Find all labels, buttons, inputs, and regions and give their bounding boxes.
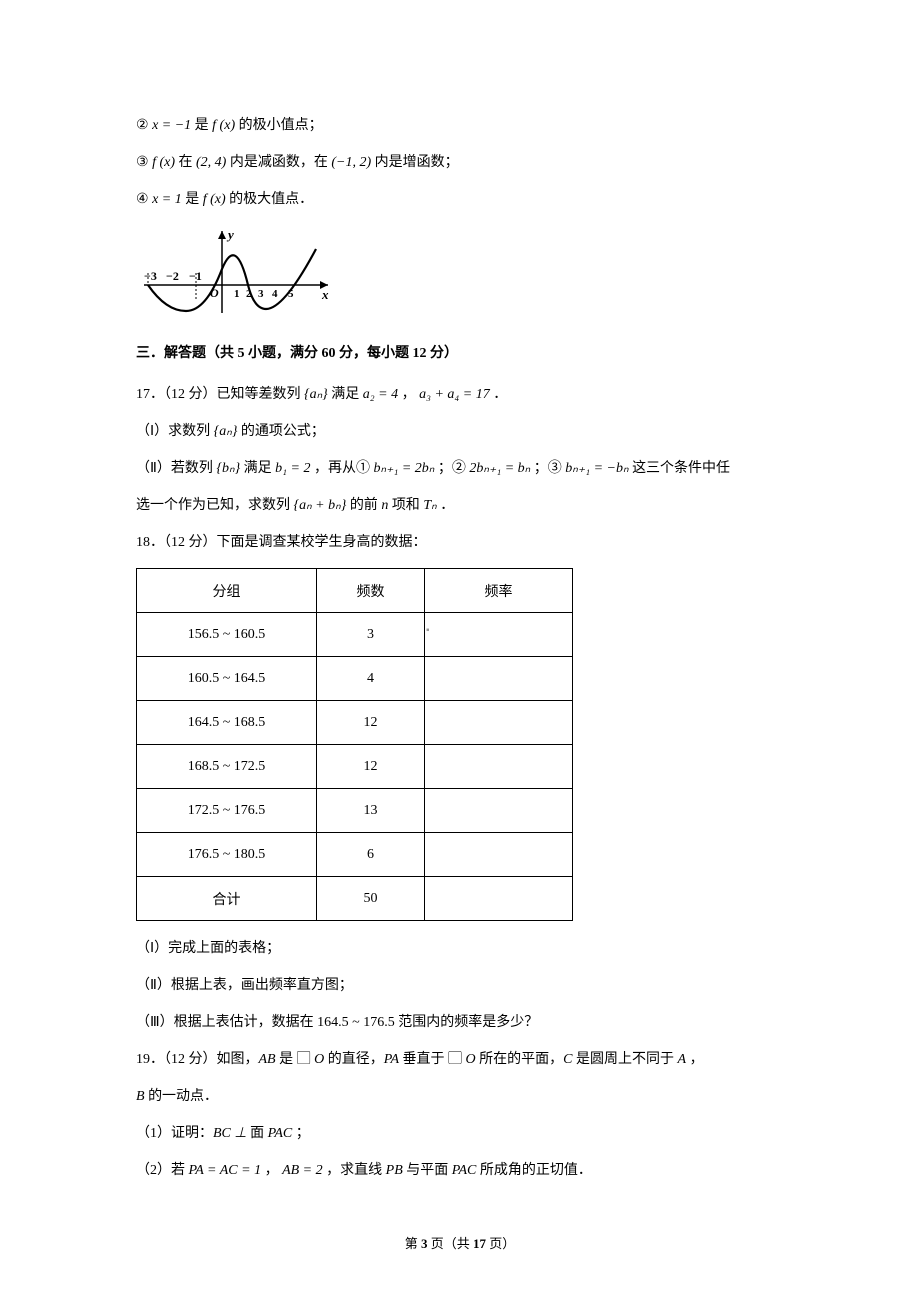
svg-text:O: O [210, 286, 219, 300]
q19-line2: B 的一动点． [136, 1079, 790, 1114]
q17-main: 17．（12 分）已知等差数列 {aₙ} 满足 a₂ = 4 ， a₃ + a₄… [136, 377, 790, 412]
svg-text:−2: −2 [166, 269, 179, 283]
svg-text:x: x [321, 287, 329, 302]
q18-part3: （Ⅲ）根据上表估计，数据在 164.5 ~ 176.5 范围内的频率是多少？ [136, 1005, 790, 1040]
page-footer: 第 3 页（共 17 页） [0, 1233, 920, 1252]
svg-text:5: 5 [288, 288, 294, 300]
q19-part1: （1）证明：BC ⊥ 面 PAC ； [136, 1116, 790, 1151]
statement-4: ④ x = 1 是 f (x) 的极大值点． [136, 182, 790, 217]
q18-part2: （Ⅱ）根据上表，画出频率直方图； [136, 968, 790, 1003]
table-header-row: 分组 频数 频率 [137, 569, 573, 613]
svg-text:3: 3 [258, 288, 264, 300]
table-row: 168.5 ~ 172.512 [137, 745, 573, 789]
table-row: 156.5 ~ 160.53 [137, 613, 573, 657]
svg-text:−1: −1 [189, 269, 202, 283]
col-rate: 频率 [425, 569, 573, 613]
q17-part2-line2: 选一个作为已知，求数列 {aₙ + bₙ} 的前 n 项和 Tₙ ． [136, 488, 790, 523]
circled-4: ④ [136, 192, 152, 207]
svg-text:1: 1 [234, 288, 240, 300]
svg-text:2: 2 [246, 288, 252, 300]
q17-part2-line1: （Ⅱ）若数列 {bₙ} 满足 b₁ = 2 ，再从① bₙ₊₁ = 2bₙ ；②… [136, 451, 790, 486]
col-freq: 频数 [317, 569, 425, 613]
col-group: 分组 [137, 569, 317, 613]
q19-part2: （2）若 PA = AC = 1 ， AB = 2 ，求直线 PB 与平面 PA… [136, 1153, 790, 1188]
circled-3: ③ [136, 155, 152, 170]
table-row: 164.5 ~ 168.512 [137, 701, 573, 745]
height-data-table: 分组 频数 频率 156.5 ~ 160.53 160.5 ~ 164.54 1… [136, 568, 573, 921]
page-total: 17 [473, 1236, 486, 1251]
table-row: 176.5 ~ 180.56 [137, 833, 573, 877]
circled-2: ② [136, 118, 152, 133]
q17-part1: （Ⅰ）求数列 {aₙ} 的通项公式； [136, 414, 790, 449]
statement-2: ② x = −1 是 f (x) 的极小值点； [136, 108, 790, 143]
page-marker-icon: ▪ [426, 625, 430, 636]
table-row: 172.5 ~ 176.513 [137, 789, 573, 833]
section-3-header: 三．解答题（共 5 小题，满分 60 分，每小题 12 分） [136, 336, 790, 371]
q18-part1: （Ⅰ）完成上面的表格； [136, 931, 790, 966]
table-row: 合计50 [137, 877, 573, 921]
function-graph: −3 −2 −1 O 1 2 3 4 5 y x [136, 225, 790, 324]
q18-header: 18．（12 分）下面是调查某校学生身高的数据： [136, 525, 790, 560]
q19-line1: 19．（12 分）如图，AB 是 ▢ O 的直径，PA 垂直于 ▢ O 所在的平… [136, 1042, 790, 1077]
eq-fx: f (x) [212, 118, 235, 133]
eq-x-neg1: x = −1 [152, 118, 191, 133]
statement-3: ③ f (x) 在 (2, 4) 内是减函数，在 (−1, 2) 内是增函数； [136, 145, 790, 180]
table-row: 160.5 ~ 164.54 [137, 657, 573, 701]
svg-text:4: 4 [272, 288, 278, 300]
svg-text:−3: −3 [144, 269, 157, 283]
svg-text:y: y [226, 227, 234, 242]
